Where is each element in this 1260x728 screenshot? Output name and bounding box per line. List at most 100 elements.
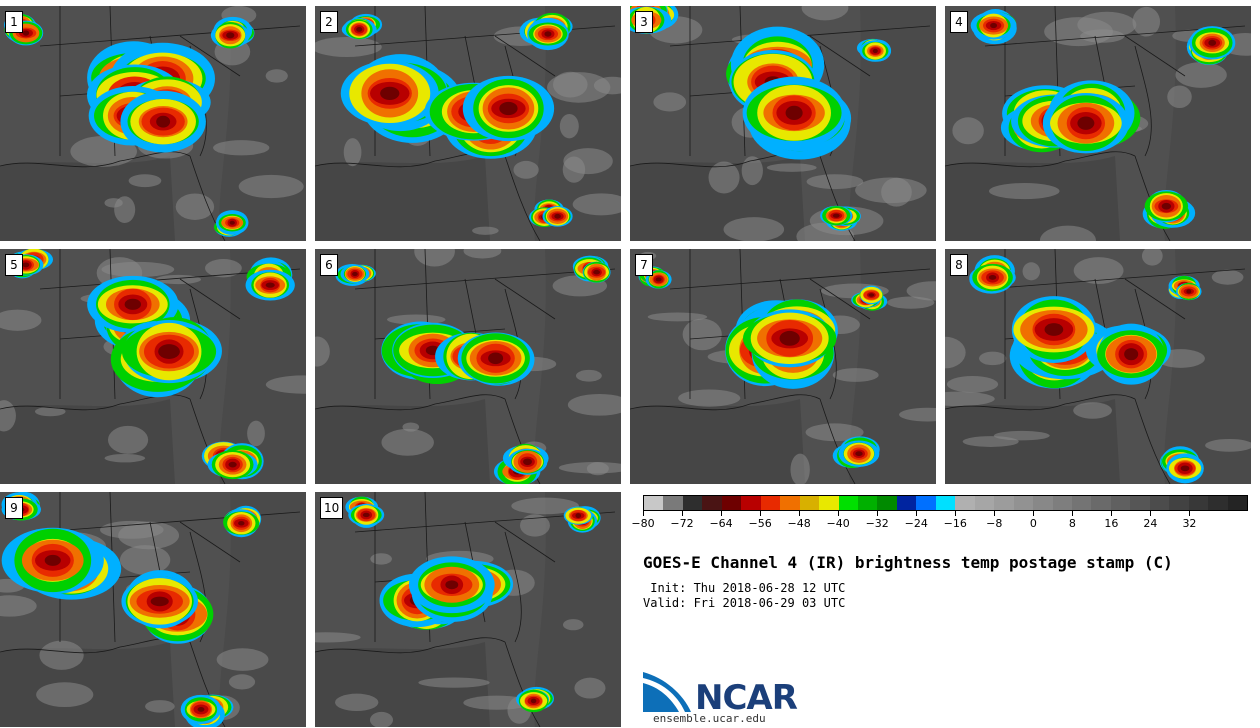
cloud-wisp [104,453,146,463]
convective-cell [226,32,235,39]
cloud-wisp [119,545,171,575]
cloud-wisp [558,462,621,474]
convective-cell [832,213,840,218]
colorbar-swatch [1227,496,1248,510]
cloud-wisp [100,520,164,539]
cloud-wisp [114,196,136,223]
map-panel-10[interactable]: 10 [315,492,621,727]
cloud-wisp [511,497,579,515]
ir-map-image [630,6,936,241]
cloud-wisp [238,174,304,199]
convective-cell [1208,39,1217,46]
cloud-wisp [553,71,588,98]
cloud-wisp [1132,6,1161,37]
map-boundary [1124,35,1186,77]
convective-cell [1180,465,1190,472]
cloud-wisp [1167,85,1192,109]
gulf-region [945,399,1120,484]
atlantic-region [534,249,621,484]
map-panel-9[interactable]: 9 [0,492,306,727]
cloud-wisp [369,711,394,727]
ncar-logo-text: NCAR [695,678,798,718]
colorbar-tick-mark [1111,511,1113,516]
cloud-wisp [945,391,995,407]
colorbar-swatch [1169,496,1189,510]
colorbar-swatch [721,496,742,510]
cloud-wisp [315,336,330,367]
map-boundary [39,25,301,47]
map-panel-2[interactable]: 2 [315,6,621,241]
cloud-wisp [265,69,288,83]
colorbar-swatch [644,496,664,510]
colorbar-swatch [1052,496,1072,510]
cloud-wisp [887,296,935,309]
map-boundary [630,394,821,411]
cloud-wisp [766,163,817,172]
colorbar-tick-mark [955,511,957,516]
convective-cell [554,213,561,219]
cloud-wisp [1039,225,1096,241]
panel-label-6: 6 [320,254,338,276]
convective-cell [872,48,878,54]
colorbar-swatch [994,496,1014,510]
map-panel-4[interactable]: 4 [945,6,1251,241]
convective-cell [523,458,533,466]
colorbar-tick-label: −64 [709,517,733,530]
cloud-wisp [593,76,621,95]
atlantic-region [1164,249,1251,484]
cloud-wisp [945,336,966,369]
colorbar-tick-label: −40 [826,517,850,530]
cloud-wisp [832,368,879,382]
colorbar-tick-mark [721,511,723,516]
convective-cell [1077,116,1095,130]
colorbar-swatch [1033,496,1053,510]
convective-cell [530,698,537,704]
convective-cell [238,520,245,526]
convective-cell [779,330,800,346]
cloud-wisp [247,420,265,447]
cloud-wisp [36,682,94,708]
colorbar-tick-label: −80 [631,517,655,530]
cloud-wisp [335,693,379,712]
cloud-wisp [418,677,490,688]
colorbar-swatch [1149,496,1170,510]
cloud-wisp [1205,438,1251,452]
map-boundary [819,398,856,484]
cloud-wisp [855,177,927,204]
cloud-wisp [39,640,84,670]
map-panel-1[interactable]: 1 [0,6,306,241]
colorbar-tick-mark [994,511,996,516]
cloud-wisp [1022,262,1041,281]
convective-cell [380,86,400,100]
map-panel-7[interactable]: 7 [630,249,936,484]
map-panel-3[interactable]: 3 [630,6,936,241]
map-boundary [494,521,556,563]
convective-cell [150,596,169,607]
ir-map-image [0,6,306,241]
map-boundary [179,278,241,320]
map-panel-8[interactable]: 8 [945,249,1251,484]
map-boundary [669,268,931,290]
colorbar-tick-mark [916,511,918,516]
convective-cell [1186,289,1192,294]
colorbar-swatch [974,496,995,510]
map-boundary [809,35,871,77]
convective-cell [229,220,235,225]
cloud-wisp [946,375,999,393]
cloud-wisp [216,648,269,671]
cloud-wisp [265,375,306,394]
colorbar-swatch [935,496,956,510]
map-panel-6[interactable]: 6 [315,249,621,484]
map-boundary [179,35,241,77]
colorbar-tick-mark [643,511,644,516]
cloud-wisp [1073,257,1124,284]
cloud-wisp [370,553,392,565]
cloud-wisp [228,674,256,690]
colorbar-tick-label: 24 [1143,517,1158,530]
cloud-wisp [572,193,621,216]
map-panel-5[interactable]: 5 [0,249,306,484]
temperature-colorbar [643,495,1248,511]
map-boundary [504,641,541,727]
convective-cell [990,22,998,29]
gulf-region [0,642,175,727]
